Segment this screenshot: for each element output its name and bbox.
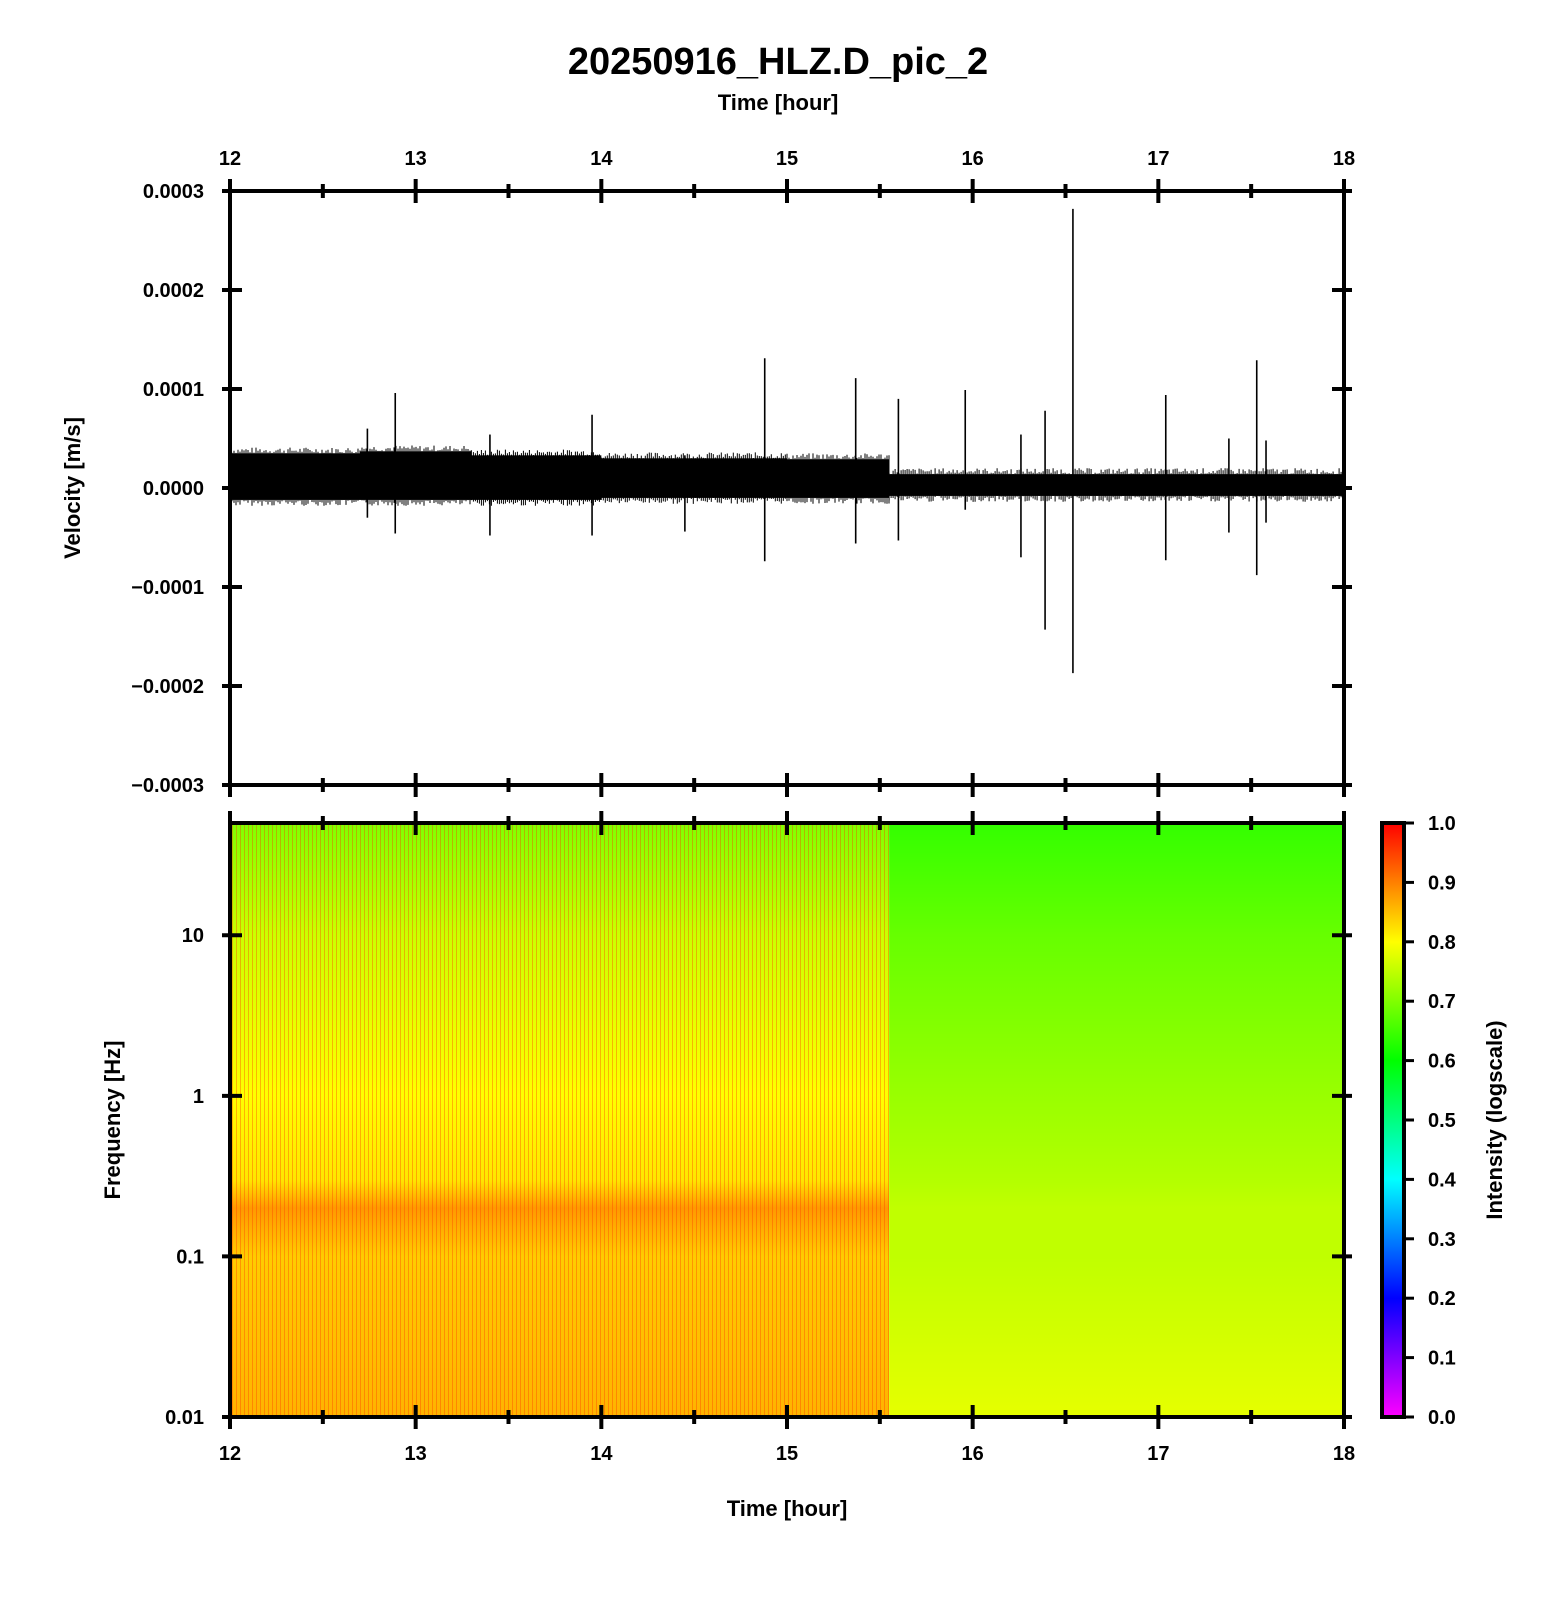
colorbar-tick-label: 0.0 (1428, 1407, 1456, 1429)
waveform-panel: 12 13 14 15 16 17 18 −0.0003 −0.0002 −0.0001 0.00… (60, 148, 1355, 797)
x-tick-label: 18 (1333, 1443, 1355, 1465)
x-tick-label: 14 (590, 148, 613, 170)
colorbar-tick-label: 0.8 (1428, 932, 1456, 954)
colorbar-tick-label: 0.3 (1428, 1229, 1456, 1251)
spectrogram-y-tick-label: 1 (193, 1086, 204, 1108)
colorbar-tick-label: 0.7 (1428, 991, 1456, 1013)
x-tick-label: 15 (776, 1443, 798, 1465)
spectrogram-y-ticks: 0.01 0.1 1 10 (165, 925, 1352, 1429)
colorbar-tick-label: 0.6 (1428, 1051, 1456, 1073)
x-tick-label: 17 (1147, 1443, 1169, 1465)
spectrogram-y-tick-label: 0.1 (176, 1246, 204, 1268)
spectrogram-panel: 12 13 14 15 16 17 18 0.01 0.1 1 10 Time [hour] Fr… (100, 811, 1355, 1521)
waveform-band-jitter-2 (470, 449, 600, 506)
top-x-axis-label: Time [hour] (718, 90, 839, 115)
x-tick-label: 16 (962, 1443, 984, 1465)
spectrogram-x-axis-label: Time [hour] (727, 1496, 848, 1521)
x-tick-label: 17 (1147, 148, 1169, 170)
colorbar-gradient (1380, 821, 1406, 1419)
spectrogram-y-axis-label: Frequency [Hz] (100, 1041, 125, 1200)
waveform-y-tick-label: −0.0003 (131, 775, 204, 797)
figure-title: 20250916_HLZ.D_pic_2 (568, 41, 988, 83)
spectrogram-right-segment (889, 823, 1344, 1417)
colorbar-label: Intensity (logscale) (1482, 1020, 1507, 1219)
waveform-band-jitter-5 (888, 468, 1344, 502)
spectrogram-y-tick-label: 0.01 (165, 1407, 204, 1429)
waveform-y-ticks: −0.0003 −0.0002 −0.0001 0.0000 0.0001 0.0002 0… (131, 181, 1352, 797)
colorbar-tick-label: 0.4 (1428, 1169, 1457, 1191)
x-tick-label: 13 (405, 148, 427, 170)
waveform-y-tick-label: 0.0001 (143, 379, 204, 401)
x-tick-label: 13 (405, 1443, 427, 1465)
waveform-y-tick-label: −0.0001 (131, 577, 204, 599)
colorbar-tick-label: 0.5 (1428, 1110, 1456, 1132)
x-tick-label: 14 (590, 1443, 613, 1465)
waveform-spikes (366, 208, 1267, 674)
waveform-y-tick-label: 0.0000 (143, 478, 204, 500)
waveform-band-segment-3 (601, 458, 787, 498)
waveform-x-ticks: 12 13 14 15 16 17 18 (219, 148, 1355, 797)
colorbar-tick-label: 0.9 (1428, 872, 1456, 894)
spectrogram-y-tick-label: 10 (182, 925, 204, 947)
waveform-y-axis-label: Velocity [m/s] (60, 417, 85, 559)
colorbar: 0.0 0.1 0.2 0.3 0.4 0.5 0.6 0.7 0.8 0.9 1.0 Intens… (1380, 813, 1507, 1429)
colorbar-tick-label: 0.2 (1428, 1288, 1456, 1310)
waveform-band-segment-4 (787, 459, 890, 498)
spectrogram-texture (230, 823, 890, 1417)
colorbar-tick-label: 0.1 (1428, 1348, 1456, 1370)
waveform-y-tick-label: −0.0002 (131, 676, 204, 698)
x-tick-label: 18 (1333, 148, 1355, 170)
x-tick-label: 12 (219, 148, 241, 170)
waveform-y-tick-label: 0.0002 (143, 280, 204, 302)
waveform-band-jitter-3 (600, 452, 786, 504)
colorbar-tick-label: 1.0 (1428, 813, 1456, 835)
waveform-noise-band (229, 445, 1344, 506)
waveform-y-tick-label: 0.0003 (143, 181, 204, 203)
x-tick-label: 16 (962, 148, 984, 170)
colorbar-ticks: 0.0 0.1 0.2 0.3 0.4 0.5 0.6 0.7 0.8 0.9 1.0 (1404, 813, 1457, 1429)
x-tick-label: 15 (776, 148, 798, 170)
x-tick-label: 12 (219, 1443, 241, 1465)
spectrogram-x-ticks: 12 13 14 15 16 17 18 (219, 811, 1355, 1465)
